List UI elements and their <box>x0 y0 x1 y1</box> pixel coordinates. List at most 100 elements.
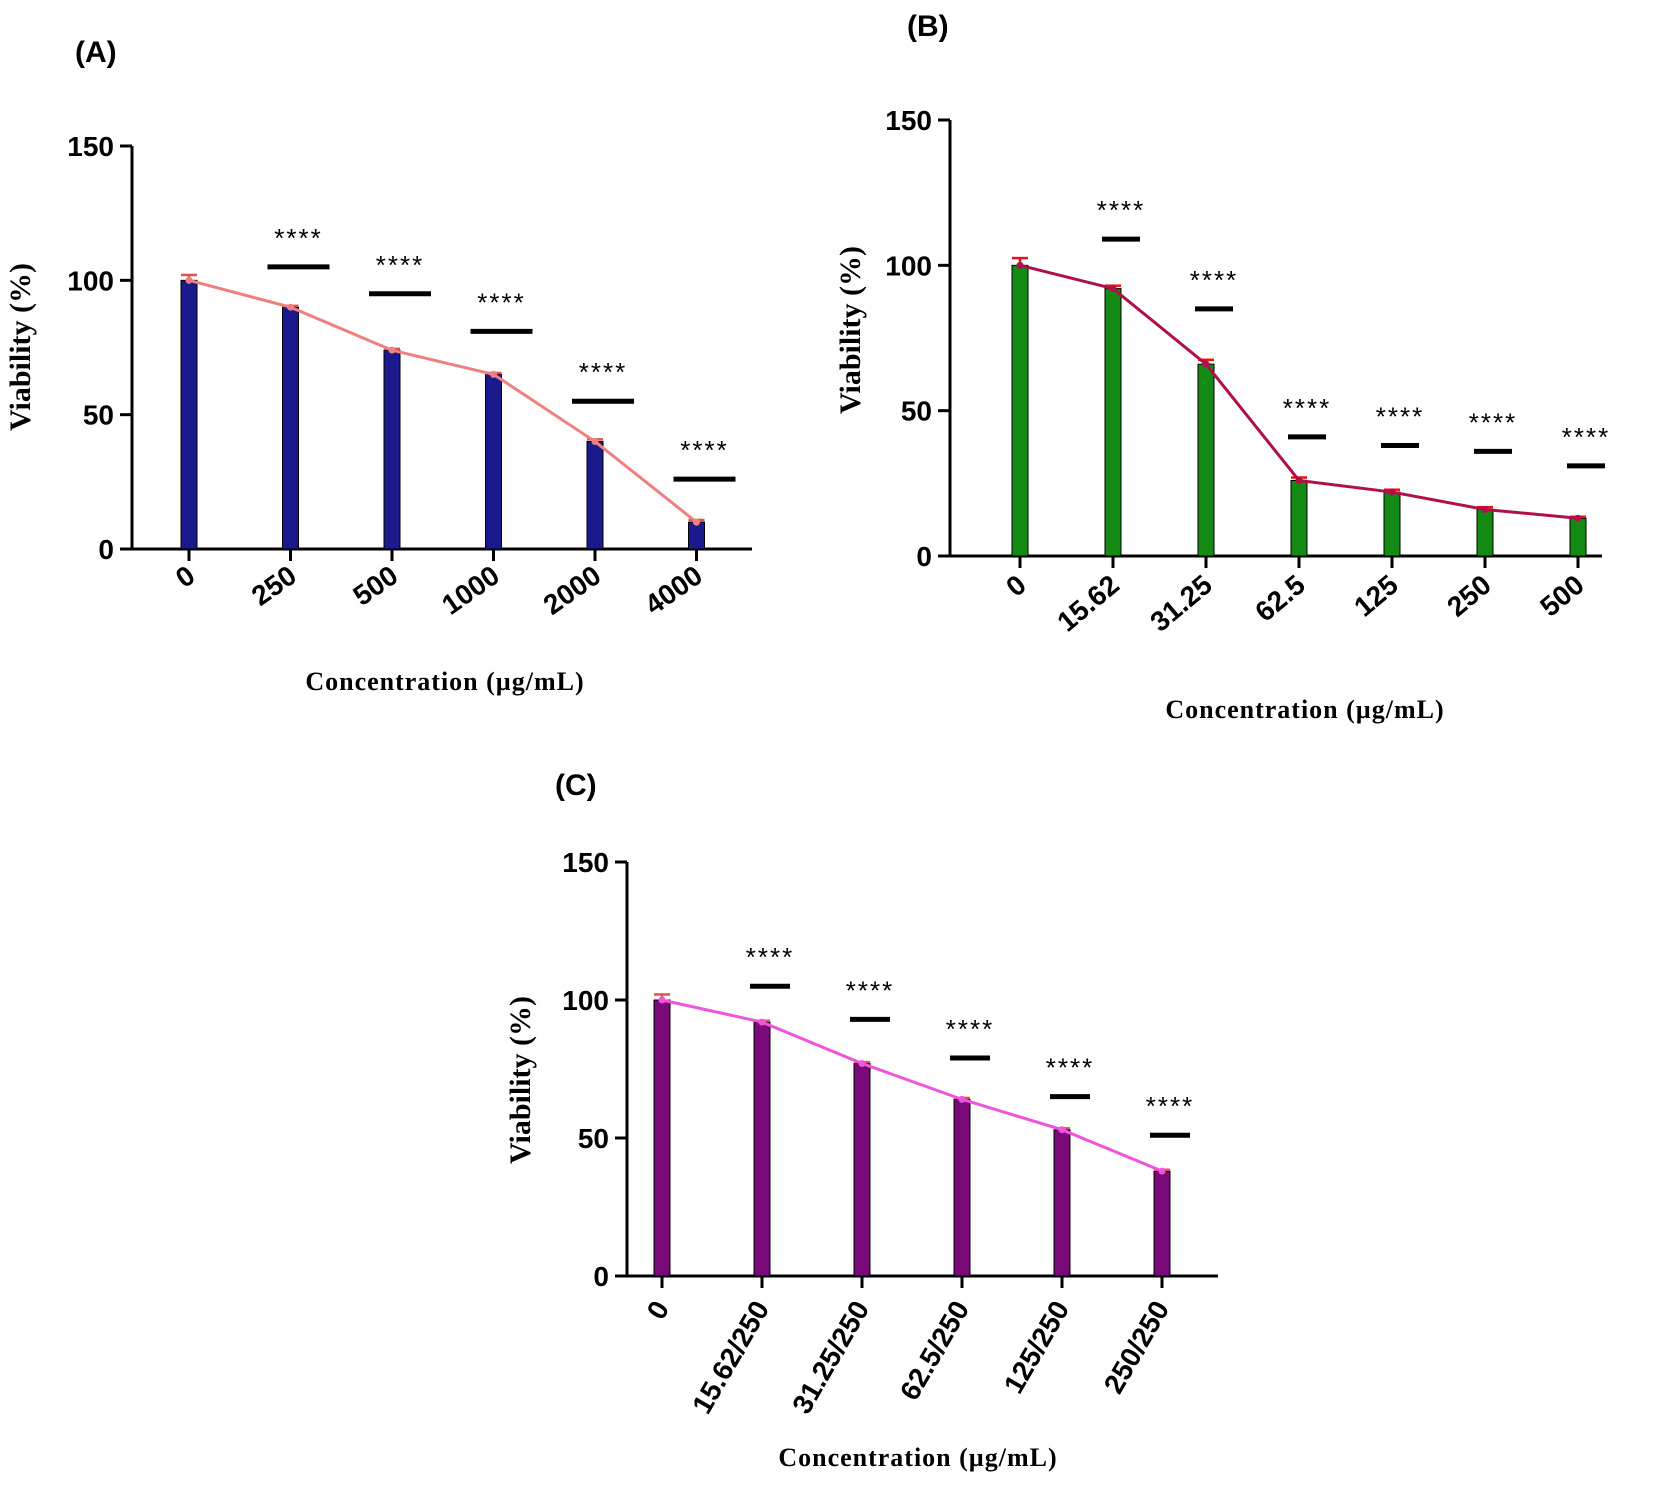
bar <box>1104 288 1122 557</box>
trend-point <box>1016 261 1024 269</box>
significance-stars: **** <box>274 223 322 253</box>
bar <box>1011 264 1029 557</box>
x-tick-label: 31.25/250 <box>786 1296 875 1419</box>
x-tick-label: 4000 <box>639 560 708 621</box>
x-tick-label: 15.62/250 <box>686 1296 775 1419</box>
trend-point <box>490 370 497 378</box>
panel-b: (B) 0 50 100 150 Viability (%) Concentration (… <box>834 10 1610 724</box>
x-tick-label: 1000 <box>436 560 505 621</box>
x-tick-label: 250 <box>1441 569 1497 623</box>
trend-point <box>1295 476 1303 484</box>
y-tick-label: 150 <box>67 131 114 162</box>
trend-point <box>591 438 599 446</box>
trend-point <box>1574 514 1582 522</box>
panel-label: (C) <box>555 769 597 802</box>
bar <box>1053 1129 1071 1277</box>
trend-point <box>1158 1167 1166 1175</box>
trend-point <box>693 518 700 526</box>
bar <box>753 1021 771 1277</box>
bar <box>853 1062 871 1277</box>
y-axis-title: Viability (%) <box>504 996 537 1164</box>
y-tick-label: 150 <box>885 105 932 136</box>
trend-point <box>1481 505 1489 513</box>
bar <box>485 373 502 550</box>
panel-label: (A) <box>75 36 117 69</box>
trend-line <box>661 998 1163 1173</box>
significance-stars: **** <box>680 435 728 465</box>
trend-point <box>658 996 666 1004</box>
significance-stars: **** <box>1562 422 1610 452</box>
x-tick-label: 62.5/250 <box>894 1296 975 1406</box>
bar <box>1153 1170 1171 1277</box>
trend-line <box>188 278 698 524</box>
significance-stars: **** <box>579 357 627 387</box>
x-axis-title: Concentration (µg/mL) <box>778 1443 1057 1472</box>
significance-stars: **** <box>846 975 894 1005</box>
bar <box>1290 479 1308 557</box>
x-tick-label: 62.5 <box>1249 569 1311 628</box>
bar <box>653 999 671 1277</box>
bar <box>586 441 604 550</box>
significance-stars: **** <box>1146 1091 1194 1121</box>
y-tick-label: 50 <box>578 1123 609 1154</box>
trend-point <box>758 1018 766 1026</box>
x-tick-label: 125/250 <box>998 1296 1075 1399</box>
x-tick-label: 15.62 <box>1051 569 1125 638</box>
trend-point <box>1109 285 1117 293</box>
x-tick-label: 250/250 <box>1098 1296 1175 1399</box>
significance-stars: **** <box>1376 402 1424 432</box>
panel-label: (B) <box>907 10 949 43</box>
trend-point <box>1058 1126 1066 1134</box>
y-axis-title: Viability (%) <box>4 263 37 431</box>
bar <box>180 279 198 550</box>
x-tick-label: 0 <box>641 1296 676 1325</box>
y-tick-label: 50 <box>83 400 114 431</box>
trend-point <box>388 346 396 354</box>
y-tick-label: 100 <box>885 250 932 281</box>
bar <box>1569 517 1587 557</box>
x-tick-label: 2000 <box>538 560 607 621</box>
bar <box>1197 363 1215 557</box>
significance-stars: **** <box>1046 1053 1094 1083</box>
significance-stars: **** <box>946 1014 994 1044</box>
y-tick-label: 0 <box>916 541 932 572</box>
significance-stars: **** <box>1283 393 1331 423</box>
significance-stars: **** <box>376 250 424 280</box>
x-axis-title: Concentration (µg/mL) <box>1165 695 1444 724</box>
significance-stars: **** <box>746 942 794 972</box>
bar <box>953 1098 971 1277</box>
trend-point <box>1388 488 1396 496</box>
significance-stars: **** <box>1469 407 1517 437</box>
x-tick-label: 250 <box>246 560 302 612</box>
x-tick-label: 500 <box>347 560 403 612</box>
bar <box>282 306 299 550</box>
bar <box>1383 491 1401 557</box>
x-tick-label: 0 <box>170 560 201 594</box>
panel-a: (A) 0 50 100 150 Viability (%) Concentration (… <box>4 36 752 696</box>
bar <box>1476 508 1494 557</box>
x-tick-label: 0 <box>1000 569 1032 603</box>
y-axis-title: Viability (%) <box>834 246 867 414</box>
bar <box>688 521 705 550</box>
bar <box>383 349 401 550</box>
trend-point <box>958 1095 966 1103</box>
significance-stars: **** <box>1190 265 1238 295</box>
y-tick-label: 100 <box>562 985 609 1016</box>
y-tick-label: 0 <box>98 534 114 565</box>
trend-point <box>858 1059 866 1067</box>
x-axis-title: Concentration (µg/mL) <box>305 667 584 696</box>
x-tick-label: 125 <box>1348 569 1404 623</box>
x-tick-label: 500 <box>1534 569 1590 623</box>
trend-point <box>1202 360 1210 368</box>
panel-c: (C) 0 50 100 150 Viability (%) Concentration (… <box>504 769 1218 1472</box>
trend-point <box>287 303 294 311</box>
y-tick-label: 0 <box>593 1261 609 1292</box>
x-tick-label: 31.25 <box>1144 569 1218 638</box>
y-tick-label: 150 <box>562 847 609 878</box>
trend-point <box>185 276 193 284</box>
significance-stars: **** <box>1097 195 1145 225</box>
y-tick-label: 50 <box>901 396 932 427</box>
significance-stars: **** <box>477 287 525 317</box>
y-tick-label: 100 <box>67 265 114 296</box>
